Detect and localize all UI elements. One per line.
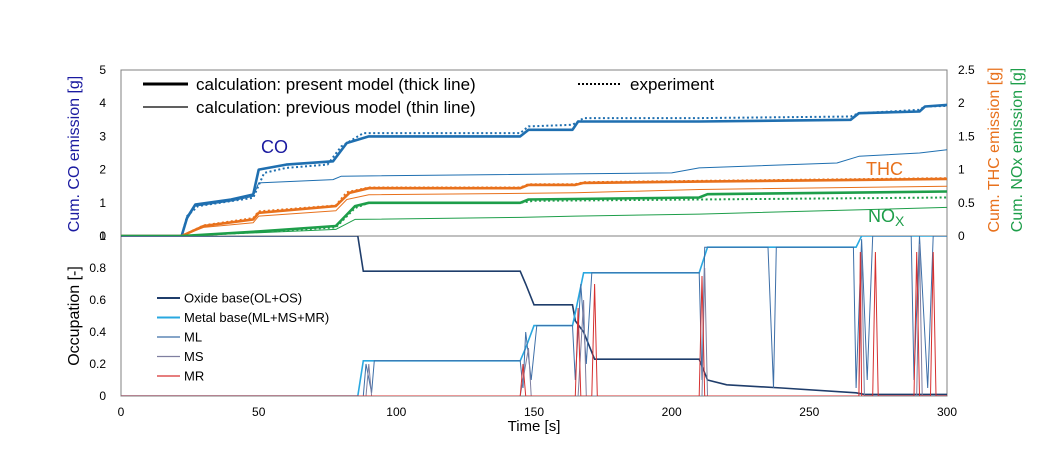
y-tick-left-2: 2: [99, 163, 106, 177]
bottom-legend: Oxide base(OL+OS) Metal base(ML+MS+MR) ML M…: [157, 291, 329, 384]
y-tick-bottom-3: 0.6: [89, 293, 106, 307]
y-tick-left-3: 3: [99, 129, 106, 143]
x-tick-5: 250: [799, 405, 819, 419]
x-tick-2: 100: [386, 405, 406, 419]
series-thc-present: [121, 177, 947, 236]
x-tick-3: 150: [524, 405, 544, 419]
top-series-group: [121, 103, 947, 236]
y-tick-left-0: 0: [99, 229, 106, 243]
series-mr: [121, 251, 947, 396]
y-tick-left-1: 1: [99, 196, 106, 210]
series-co-previous: [121, 149, 947, 236]
series-nox-experiment: [121, 196, 947, 236]
y-tick-right-0: 0: [958, 229, 965, 243]
y-tick-left-4: 4: [99, 96, 106, 110]
legend-label-mr: MR: [184, 369, 204, 384]
legend-label-ms: MS: [184, 349, 204, 364]
x-tick-4: 200: [662, 405, 682, 419]
annotation-nox-sub: X: [895, 213, 905, 229]
y-tick-right-3: 1.5: [958, 129, 975, 143]
top-legend: calculation: present model (thick line) …: [143, 75, 714, 117]
y-tick-right-1: 0.5: [958, 196, 975, 210]
y-tick-bottom-1: 0.2: [89, 357, 106, 371]
x-tick-6: 300: [937, 405, 957, 419]
series-co-experiment: [121, 104, 947, 236]
y-axis-label-thc: Cum. THC emission [g]: [986, 67, 1003, 232]
x-tick-1: 50: [252, 405, 266, 419]
y-tick-right-2: 1: [958, 163, 965, 177]
bottom-series-group: [121, 236, 947, 396]
annotation-nox: NOX: [868, 206, 905, 229]
series-thc-previous: [121, 185, 947, 236]
legend-label-present: calculation: present model (thick line): [196, 75, 476, 94]
y-tick-bottom-2: 0.4: [89, 325, 106, 339]
legend-label-oxide-base-ol-os: Oxide base(OL+OS): [184, 291, 302, 306]
y-tick-bottom-4: 0.8: [89, 261, 106, 275]
y-tick-left-5: 5: [99, 63, 106, 77]
y-axis-label-nox: Cum. NOx emission [g]: [1009, 68, 1026, 232]
annotation-nox-main: NO: [868, 206, 895, 226]
y-tick-right-4: 2: [958, 96, 965, 110]
series-co-present: [121, 103, 947, 236]
annotation-thc: THC: [866, 159, 903, 179]
y-tick-right-5: 2.5: [958, 63, 975, 77]
y-tick-bottom-0: 0: [99, 389, 106, 403]
y-axis-label-co: Cum. CO emission [g]: [66, 76, 83, 232]
legend-label-previous: calculation: previous model (thin line): [196, 98, 476, 117]
y-axis-label-occupation: Occupation [-]: [66, 266, 83, 366]
x-axis-label: Time [s]: [508, 418, 561, 435]
legend-label-experiment: experiment: [630, 75, 714, 94]
annotation-co: CO: [261, 137, 288, 157]
legend-label-ml: ML: [184, 330, 202, 345]
y-tick-bottom-5: 1: [99, 229, 106, 243]
legend-label-metal-base-ml-ms-mr: Metal base(ML+MS+MR): [184, 310, 329, 325]
series-thc-experiment: [121, 177, 947, 236]
x-tick-0: 0: [118, 405, 125, 419]
